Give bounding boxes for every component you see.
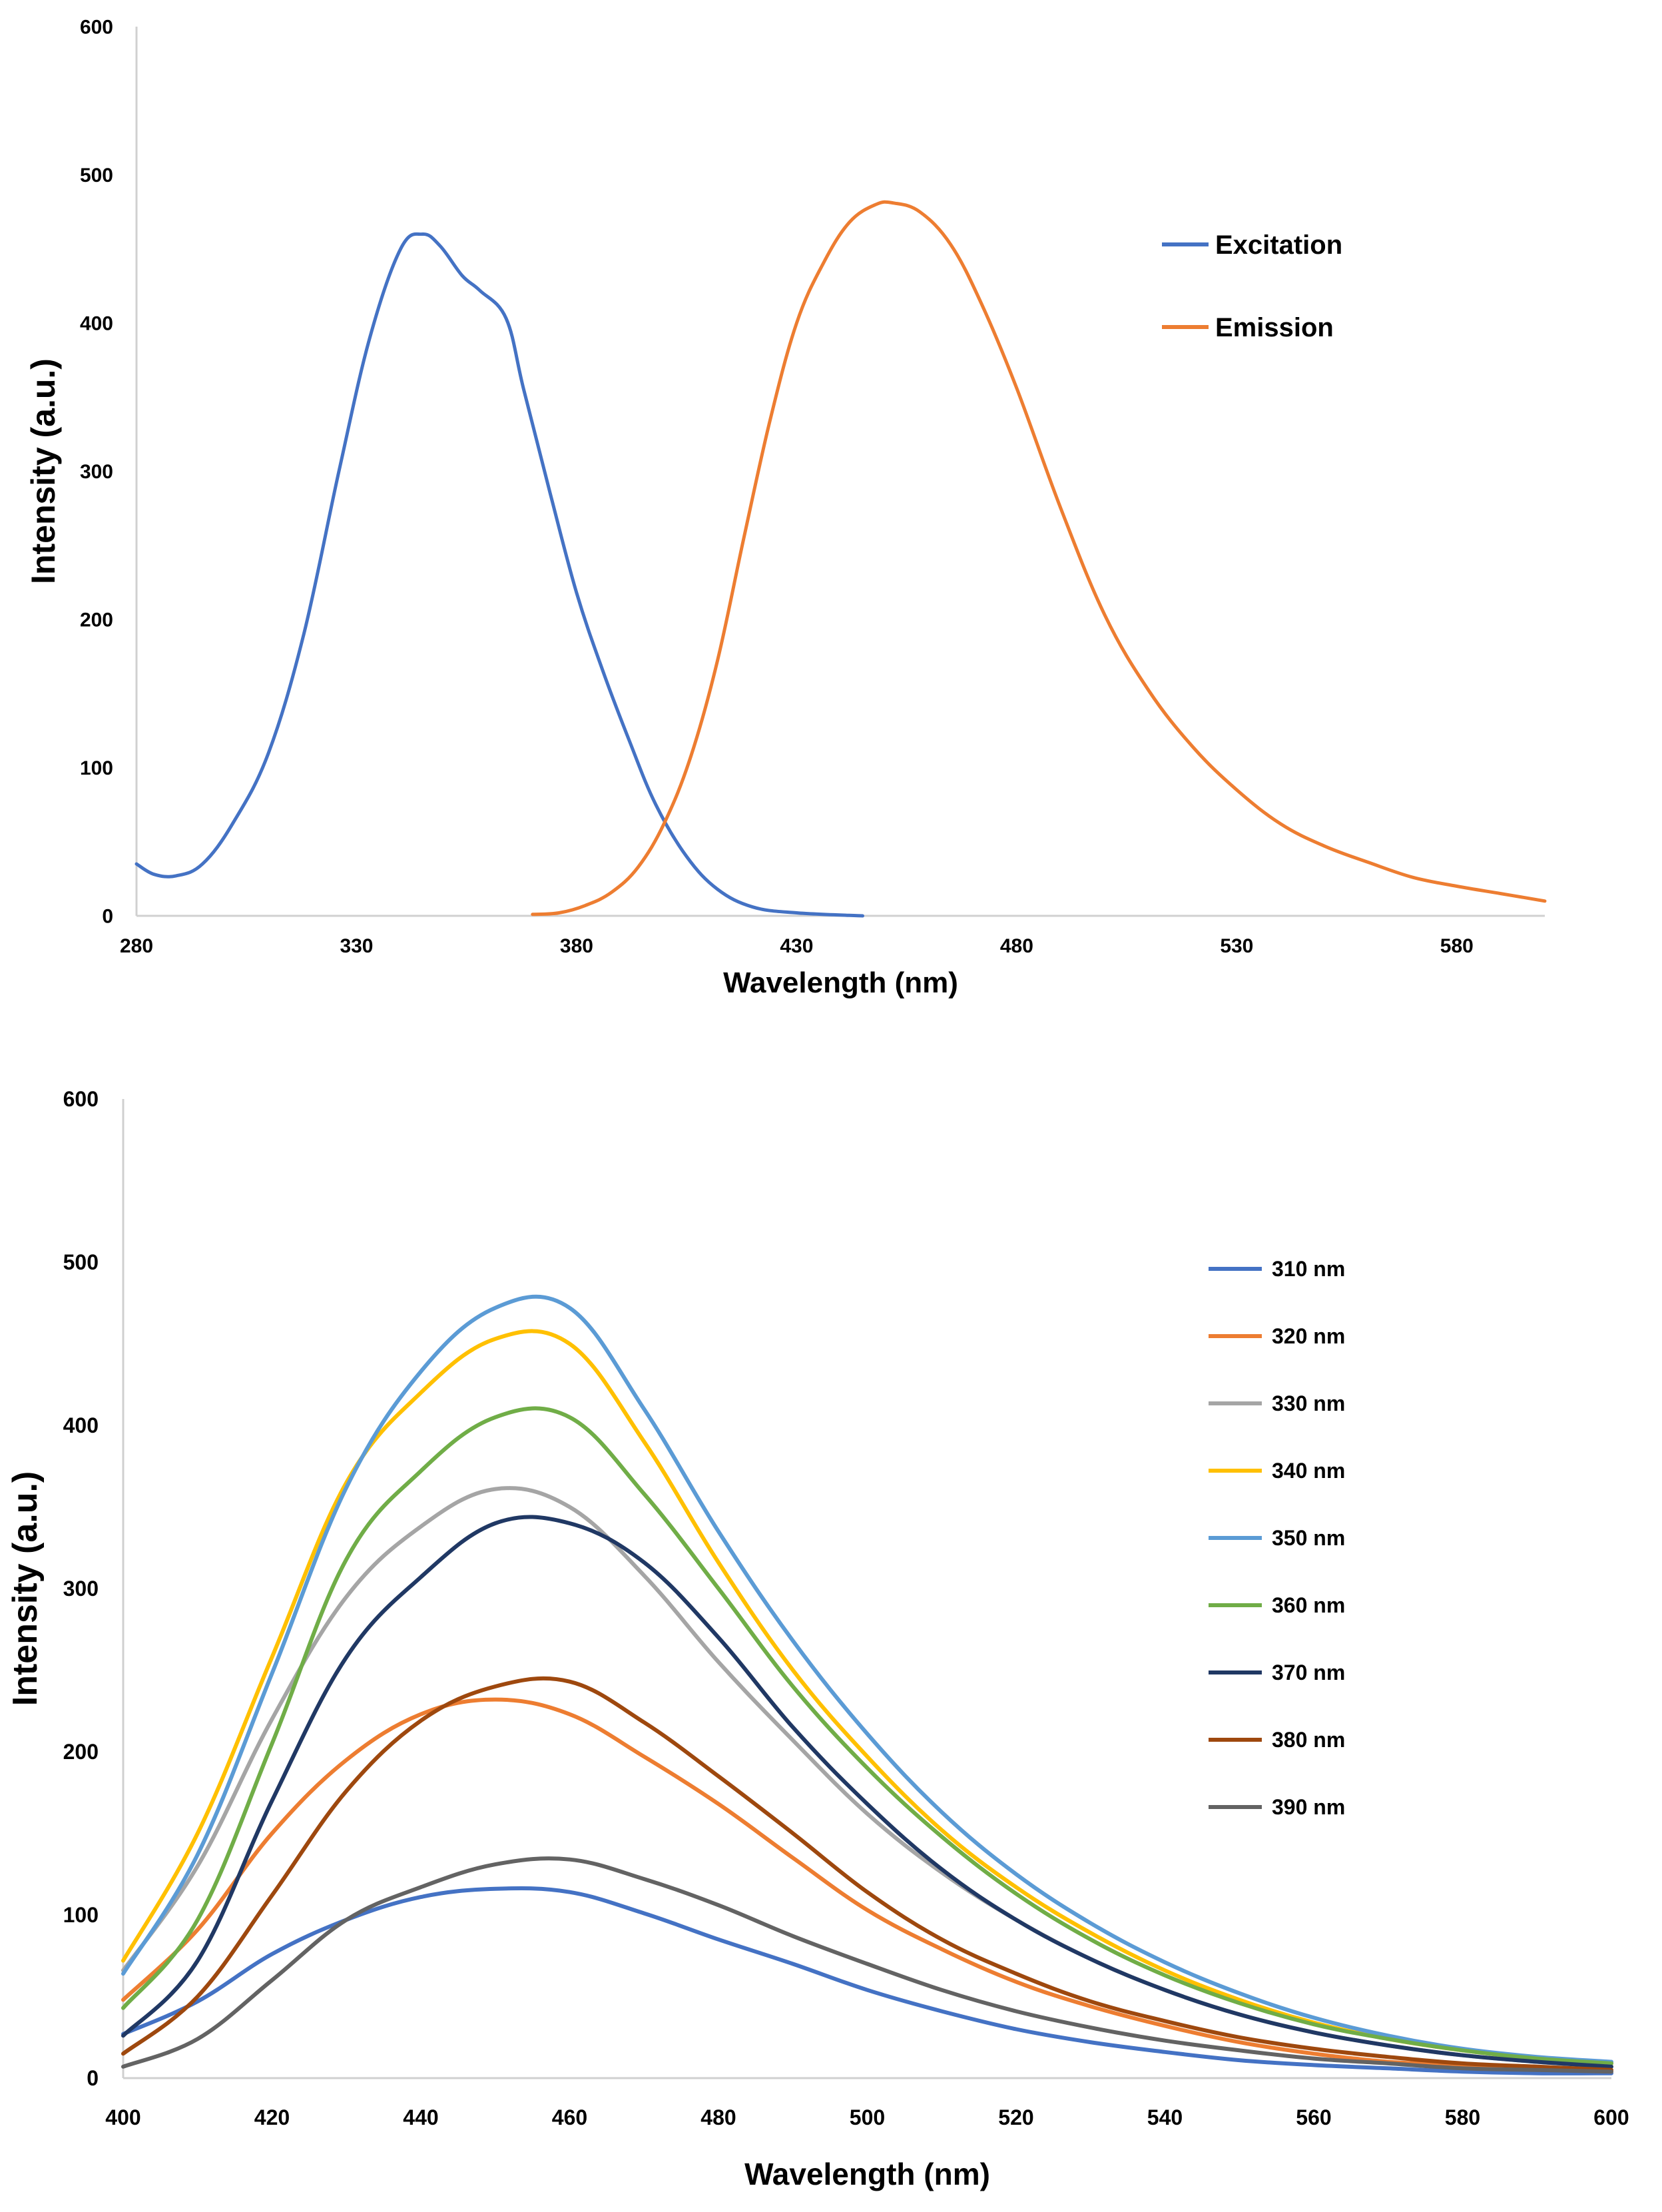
legend-label: 310 nm	[1272, 1257, 1345, 1281]
y-tick-label: 200	[63, 1740, 99, 1764]
series-line-370-nm	[121, 1515, 1613, 2069]
series-line-320-nm	[121, 1697, 1613, 2074]
x-tick-label: 480	[1000, 935, 1033, 957]
y-tick-label: 0	[87, 2066, 99, 2090]
legend-label: Excitation	[1215, 230, 1342, 260]
y-tick-label: 0	[102, 906, 113, 928]
x-tick-label: 330	[340, 935, 373, 957]
x-tick-label: 580	[1445, 2105, 1480, 2129]
y-tick-label: 600	[63, 1087, 99, 1111]
x-tick-label: 580	[1440, 935, 1474, 957]
y-tick-label: 200	[80, 609, 113, 631]
x-tick-label: 430	[780, 935, 813, 957]
y-tick-label: 300	[63, 1577, 99, 1601]
x-tick-label: 420	[254, 2105, 290, 2129]
legend-label: 390 nm	[1272, 1795, 1345, 1819]
y-axis-title: Intensity (a.u.)	[25, 358, 62, 584]
legend-label: Emission	[1215, 313, 1334, 342]
legend-label: 320 nm	[1272, 1324, 1345, 1348]
chart-excitation-emission: 0 100 200 300 400 500 600 280 330 380 430 480 530 580…	[25, 17, 1547, 999]
x-tick-label: 380	[560, 935, 593, 957]
y-tick-label: 600	[80, 17, 113, 39]
legend-label: 340 nm	[1272, 1459, 1345, 1483]
x-tick-label: 480	[700, 2105, 736, 2129]
legend-label: 380 nm	[1272, 1728, 1345, 1752]
series-line-350-nm	[121, 1294, 1613, 2064]
y-tick-label: 500	[63, 1250, 99, 1274]
x-tick-label: 460	[552, 2105, 587, 2129]
y-tick-label: 100	[63, 1903, 99, 1927]
series-line-380-nm	[121, 1676, 1613, 2072]
series-line-excitation	[135, 232, 864, 918]
legend: Excitation Emission	[1162, 230, 1342, 342]
x-tick-label: 400	[105, 2105, 140, 2129]
series-line-330-nm	[121, 1486, 1613, 2069]
legend-label: 350 nm	[1272, 1526, 1345, 1550]
y-axis-title: Intensity (a.u.)	[6, 1471, 45, 1706]
x-tick-label: 560	[1296, 2105, 1331, 2129]
y-tick-label: 100	[80, 757, 113, 779]
legend-label: 360 nm	[1272, 1593, 1345, 1617]
chart-emission-by-excitation-wavelength: 0 100 200 300 400 500 600 400 420 440 460 480 500 520…	[6, 1087, 1629, 2191]
x-tick-label: 530	[1220, 935, 1253, 957]
legend-label: 330 nm	[1272, 1391, 1345, 1415]
y-tick-label: 400	[63, 1413, 99, 1437]
series-line-360-nm	[121, 1406, 1613, 2065]
series-line-390-nm	[121, 1856, 1613, 2074]
x-tick-label: 500	[850, 2105, 885, 2129]
x-tick-label: 600	[1593, 2105, 1629, 2129]
y-tick-label: 300	[80, 461, 113, 483]
x-axis-title: Wavelength (nm)	[723, 966, 958, 999]
x-axis-title: Wavelength (nm)	[744, 2157, 990, 2191]
series-line-340-nm	[121, 1329, 1613, 2065]
x-tick-label: 440	[403, 2105, 438, 2129]
legend: 310 nm 320 nm 330 nm 340 nm 350 nm 360 nm 370 …	[1209, 1257, 1345, 1819]
x-tick-label: 280	[120, 935, 153, 957]
legend-label: 370 nm	[1272, 1660, 1345, 1684]
x-tick-label: 540	[1147, 2105, 1183, 2129]
series-line-emission	[531, 200, 1547, 917]
y-tick-label: 400	[80, 313, 113, 335]
x-tick-label: 520	[998, 2105, 1033, 2129]
y-tick-label: 500	[80, 165, 113, 186]
